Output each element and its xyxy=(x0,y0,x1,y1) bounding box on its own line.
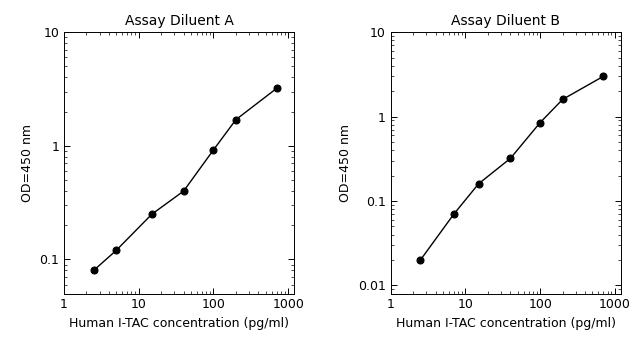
X-axis label: Human I-TAC concentration (pg/ml): Human I-TAC concentration (pg/ml) xyxy=(396,317,616,330)
Title: Assay Diluent A: Assay Diluent A xyxy=(125,14,234,28)
Y-axis label: OD=450 nm: OD=450 nm xyxy=(339,124,353,202)
Title: Assay Diluent B: Assay Diluent B xyxy=(451,14,560,28)
Y-axis label: OD=450 nm: OD=450 nm xyxy=(20,124,34,202)
X-axis label: Human I-TAC concentration (pg/ml): Human I-TAC concentration (pg/ml) xyxy=(69,317,289,330)
